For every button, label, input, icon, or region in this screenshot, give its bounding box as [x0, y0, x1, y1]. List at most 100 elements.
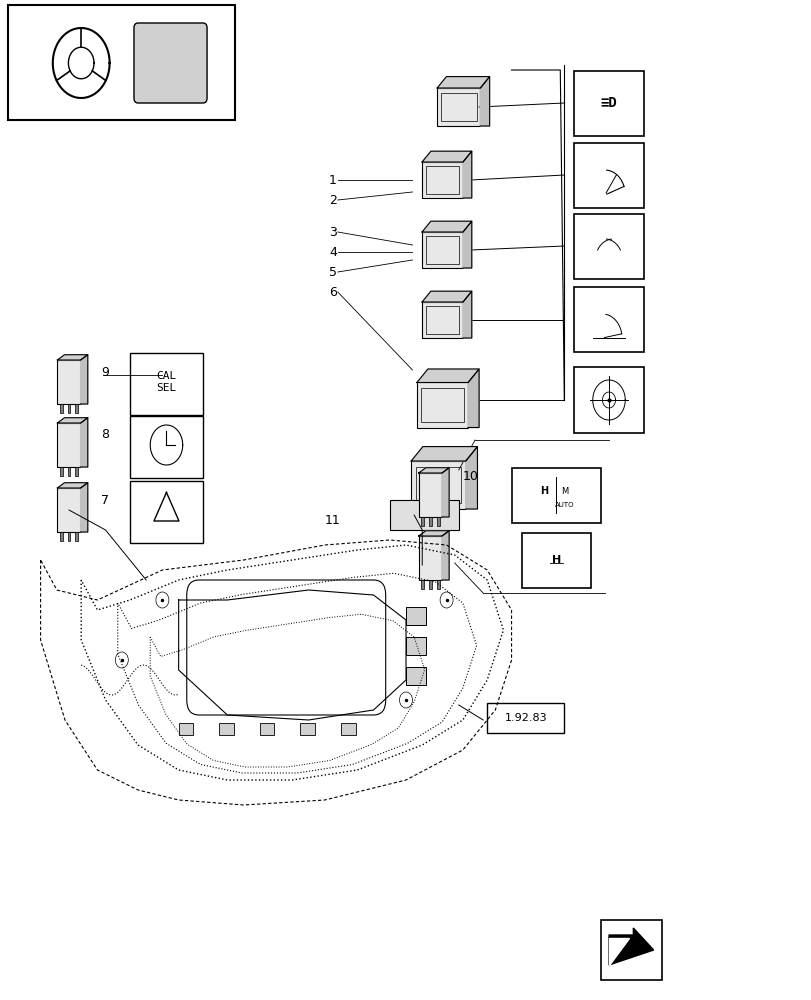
Bar [418, 473, 441, 517]
Text: 8: 8 [101, 428, 109, 441]
Bar [389, 500, 458, 530]
Polygon shape [58, 418, 88, 423]
Polygon shape [466, 447, 477, 509]
Text: 10: 10 [462, 471, 478, 484]
Polygon shape [422, 221, 471, 232]
Polygon shape [80, 483, 88, 532]
Bar [58, 360, 80, 404]
Bar [418, 536, 441, 580]
Text: H: H [539, 486, 547, 496]
Bar [428, 580, 431, 589]
Polygon shape [422, 291, 471, 302]
Polygon shape [462, 221, 471, 268]
Bar [511, 468, 600, 522]
Bar [75, 532, 78, 541]
Text: 1: 1 [328, 174, 337, 186]
Text: 1.92.83: 1.92.83 [504, 713, 547, 723]
Bar [440, 93, 476, 121]
Bar [8, 5, 235, 120]
FancyBboxPatch shape [134, 23, 207, 103]
Bar [436, 88, 480, 126]
Polygon shape [467, 369, 478, 428]
Polygon shape [417, 369, 478, 383]
Polygon shape [462, 291, 471, 338]
Bar [428, 517, 431, 526]
Bar [260, 723, 274, 735]
Text: CAL
SEL: CAL SEL [157, 371, 176, 393]
Bar [600, 920, 661, 980]
Bar [67, 532, 71, 541]
Bar [417, 382, 467, 428]
Bar [170, 55, 185, 73]
Bar [425, 166, 459, 194]
Bar [406, 607, 426, 625]
Bar [341, 723, 355, 735]
FancyBboxPatch shape [187, 580, 385, 715]
Polygon shape [58, 355, 88, 360]
Bar [425, 306, 459, 334]
Bar [58, 423, 80, 467]
Bar [406, 637, 426, 655]
Bar [421, 388, 463, 422]
Text: 7: 7 [101, 493, 109, 506]
Bar [300, 723, 315, 735]
Text: 5: 5 [328, 265, 337, 278]
Bar [67, 467, 71, 476]
Text: 2: 2 [328, 194, 337, 207]
Bar [406, 667, 426, 685]
Bar [178, 723, 193, 735]
Bar [421, 580, 423, 589]
Bar [521, 532, 590, 587]
Bar [75, 404, 78, 413]
Polygon shape [422, 151, 471, 162]
Polygon shape [80, 355, 88, 404]
Polygon shape [462, 151, 471, 198]
Bar [487, 703, 564, 733]
Bar [574, 70, 642, 135]
Text: ≡D: ≡D [600, 96, 616, 110]
Bar [422, 232, 462, 268]
Polygon shape [58, 483, 88, 488]
Bar [130, 416, 203, 478]
Bar [191, 55, 205, 73]
Text: 6: 6 [328, 286, 337, 298]
Bar [574, 142, 642, 208]
Bar [130, 353, 203, 415]
Bar [436, 580, 439, 589]
Polygon shape [418, 531, 448, 536]
Polygon shape [480, 77, 489, 126]
Bar [574, 367, 642, 432]
Bar [422, 302, 462, 338]
Bar [58, 488, 80, 532]
Text: H: H [551, 555, 560, 565]
Bar [410, 461, 466, 509]
Text: 3: 3 [328, 226, 337, 238]
Bar [60, 467, 62, 476]
Bar [150, 55, 165, 73]
Bar [60, 404, 62, 413]
Bar [219, 723, 234, 735]
Polygon shape [441, 531, 448, 580]
Bar [574, 287, 642, 352]
Text: 9: 9 [101, 365, 109, 378]
Bar [60, 532, 62, 541]
Bar [130, 481, 203, 543]
Text: M: M [560, 487, 567, 495]
Text: 11: 11 [324, 514, 340, 526]
Polygon shape [608, 928, 653, 965]
Bar [415, 467, 461, 503]
Bar [436, 517, 439, 526]
Text: 4: 4 [328, 245, 337, 258]
Bar [422, 162, 462, 198]
Polygon shape [80, 418, 88, 467]
Bar [421, 517, 423, 526]
Polygon shape [410, 447, 477, 461]
Bar [425, 236, 459, 264]
Polygon shape [441, 468, 448, 517]
Bar [574, 214, 642, 278]
Bar [67, 404, 71, 413]
Bar [75, 467, 78, 476]
Polygon shape [418, 468, 448, 473]
Polygon shape [608, 938, 629, 965]
Text: AUTO: AUTO [554, 502, 573, 508]
